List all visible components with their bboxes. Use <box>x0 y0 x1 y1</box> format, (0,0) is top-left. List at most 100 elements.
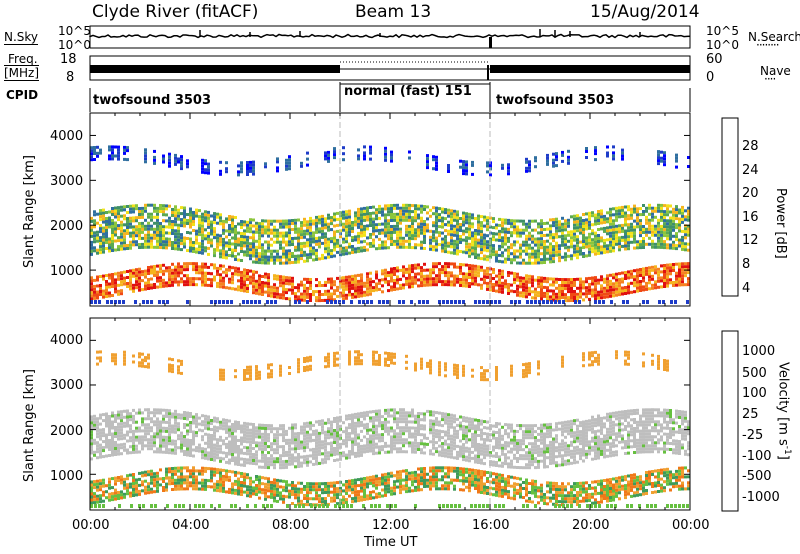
rti-cell <box>498 281 501 285</box>
rti-cell <box>261 488 264 492</box>
rti-cell <box>483 488 486 492</box>
rti-cell <box>663 234 666 238</box>
rti-cell <box>636 219 639 223</box>
rti-cell <box>372 238 375 242</box>
rti-cell <box>507 286 510 289</box>
rti-cell <box>231 278 234 282</box>
rti-cell <box>90 152 93 156</box>
rti-cell <box>465 485 468 489</box>
rti-cell <box>378 278 381 282</box>
rti-cell <box>180 158 183 162</box>
rti-cell <box>378 228 381 232</box>
rti-cell <box>180 221 183 225</box>
rti-cell <box>123 217 126 221</box>
rti-cell <box>225 253 228 257</box>
rti-cell <box>105 280 108 283</box>
rti-cell <box>351 248 354 251</box>
rti-cell <box>297 248 300 252</box>
rti-cell <box>579 252 582 256</box>
rti-cell <box>243 484 246 488</box>
rti-cell <box>156 221 159 225</box>
rti-cell <box>210 473 213 477</box>
rti-cell <box>144 154 147 158</box>
rti-cell <box>564 497 567 501</box>
xtick-5: 20:00 <box>572 518 610 533</box>
rti-cell <box>507 166 510 170</box>
rti-cell <box>552 280 555 284</box>
rti-cell <box>465 236 468 240</box>
rti-cell <box>342 213 345 217</box>
rti-cell <box>291 490 294 493</box>
rti-cell <box>513 231 516 235</box>
rti-cell <box>195 265 198 269</box>
rti-cell <box>102 247 105 251</box>
rti-cell <box>630 269 633 273</box>
rti-cell <box>525 246 528 250</box>
rti-cell <box>576 295 579 299</box>
rti-cell <box>180 212 183 216</box>
rti-cell <box>111 273 114 276</box>
rti-cell <box>318 239 321 243</box>
rti-cell <box>423 473 426 476</box>
rti-cell <box>573 244 576 248</box>
rti-cell <box>393 282 396 285</box>
rti-cell <box>330 295 333 299</box>
rti-cell <box>408 273 411 277</box>
rti-cell <box>513 249 516 253</box>
rti-cell <box>390 237 393 240</box>
rti-cell <box>126 474 129 478</box>
rti-cell <box>201 466 204 470</box>
rti-cell <box>582 499 585 503</box>
rti-cell <box>480 236 483 240</box>
rti-cell <box>402 484 405 488</box>
rti-cell <box>309 246 312 250</box>
rti-cell <box>375 492 378 496</box>
rti-cell <box>357 249 360 253</box>
rti-cell <box>192 211 195 214</box>
rti-cell <box>552 277 555 281</box>
rti-cell <box>543 243 546 246</box>
rti-cell <box>675 208 678 212</box>
rti-cell <box>618 242 621 246</box>
rti-cell <box>156 206 159 210</box>
rti-cell <box>270 252 273 256</box>
rti-cell <box>183 475 186 479</box>
rti-cell <box>522 231 525 235</box>
rti-cell <box>303 295 306 299</box>
rti-cell <box>675 205 678 209</box>
rti-cell <box>576 220 579 224</box>
rti-cell <box>363 284 366 288</box>
rti-cell <box>327 159 330 163</box>
rti-ground-cell <box>642 300 645 304</box>
rti-cell <box>201 242 204 246</box>
rti-cell <box>177 214 180 218</box>
rti-cell <box>264 482 267 486</box>
rti-cell <box>222 279 225 283</box>
rti-cell <box>345 216 348 220</box>
rti-cell <box>288 158 291 162</box>
rti-cell <box>318 245 321 249</box>
rti-cell <box>654 283 657 287</box>
rti-cell <box>300 224 303 228</box>
rti-cell <box>567 224 570 228</box>
rti-cell <box>183 265 186 269</box>
rti-cell <box>639 246 642 250</box>
rti-cell <box>624 217 627 221</box>
rti-cell <box>315 239 318 243</box>
rti-cell <box>99 151 102 155</box>
rti-cell <box>495 490 498 494</box>
rti-cell <box>327 277 330 281</box>
rti-cell <box>222 255 225 259</box>
rti-cell <box>201 262 204 266</box>
rti-cell <box>459 272 462 275</box>
rti-cell <box>249 275 252 279</box>
rti-cell <box>150 265 153 269</box>
rti-cell <box>558 290 561 293</box>
rti-cell <box>114 233 117 237</box>
rti-cell <box>189 243 192 247</box>
rti-cell <box>450 224 453 228</box>
rti-cell <box>600 215 603 219</box>
rti-cell <box>588 493 591 496</box>
rti-cell <box>90 294 93 298</box>
rti-cell <box>144 284 147 288</box>
